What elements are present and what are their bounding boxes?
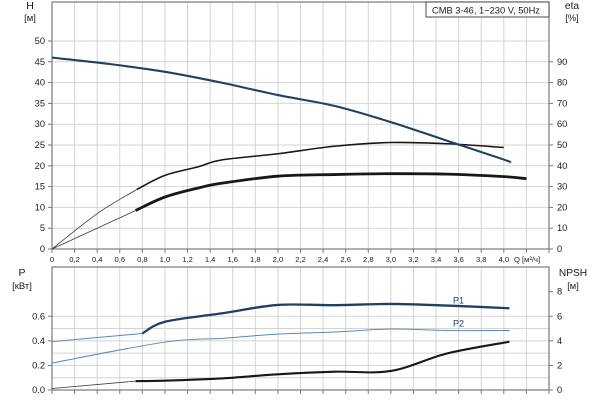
svg-text:1,8: 1,8 [250, 255, 261, 264]
svg-text:15: 15 [35, 182, 45, 192]
svg-text:4,0: 4,0 [499, 255, 510, 264]
svg-text:60: 60 [557, 119, 567, 129]
svg-text:40: 40 [35, 78, 45, 88]
svg-text:eta: eta [565, 1, 579, 12]
svg-text:40: 40 [557, 161, 567, 171]
svg-text:10: 10 [557, 223, 567, 233]
svg-text:35: 35 [35, 98, 45, 108]
svg-text:6: 6 [557, 311, 562, 321]
svg-text:Q [м³/ч]: Q [м³/ч] [514, 255, 540, 264]
svg-text:2,8: 2,8 [363, 255, 374, 264]
svg-text:90: 90 [557, 57, 567, 67]
svg-text:1,2: 1,2 [182, 255, 193, 264]
svg-text:[м]: [м] [24, 13, 36, 24]
svg-text:2,6: 2,6 [340, 255, 351, 264]
svg-text:0,2: 0,2 [69, 255, 80, 264]
svg-text:CMB 3-46, 1~230 V, 50Hz: CMB 3-46, 1~230 V, 50Hz [432, 6, 540, 16]
svg-text:0.0: 0.0 [32, 385, 45, 395]
svg-text:8: 8 [557, 287, 562, 297]
svg-text:1,0: 1,0 [160, 255, 171, 264]
svg-text:10: 10 [35, 202, 45, 212]
svg-text:H: H [26, 0, 34, 12]
svg-text:5: 5 [40, 223, 45, 233]
svg-text:3,4: 3,4 [431, 255, 442, 264]
svg-text:P2: P2 [453, 319, 464, 329]
svg-text:3,2: 3,2 [408, 255, 419, 264]
svg-text:[кВт]: [кВт] [12, 281, 32, 292]
svg-text:30: 30 [557, 182, 567, 192]
svg-text:0,6: 0,6 [114, 255, 125, 264]
svg-text:2: 2 [557, 360, 562, 370]
svg-text:80: 80 [557, 78, 567, 88]
svg-text:50: 50 [35, 36, 45, 46]
svg-text:0.4: 0.4 [32, 336, 45, 346]
svg-text:1,6: 1,6 [227, 255, 238, 264]
svg-text:70: 70 [557, 98, 567, 108]
svg-text:0: 0 [557, 244, 562, 254]
svg-text:0,8: 0,8 [137, 255, 148, 264]
svg-text:50: 50 [557, 140, 567, 150]
svg-text:0.2: 0.2 [32, 360, 45, 370]
svg-text:45: 45 [35, 57, 45, 67]
svg-text:4: 4 [557, 336, 562, 346]
svg-text:3,6: 3,6 [453, 255, 464, 264]
svg-text:2,2: 2,2 [295, 255, 306, 264]
svg-text:[м]: [м] [567, 281, 579, 291]
svg-text:25: 25 [35, 140, 45, 150]
svg-text:0.6: 0.6 [32, 311, 45, 321]
svg-text:2,0: 2,0 [273, 255, 284, 264]
svg-text:0: 0 [557, 385, 562, 395]
svg-text:3,0: 3,0 [386, 255, 397, 264]
svg-text:30: 30 [35, 119, 45, 129]
svg-text:20: 20 [557, 202, 567, 212]
svg-text:[%]: [%] [565, 13, 578, 23]
svg-text:P1: P1 [453, 295, 464, 305]
svg-text:P: P [18, 267, 25, 279]
svg-text:0: 0 [50, 255, 54, 264]
svg-text:3,8: 3,8 [476, 255, 487, 264]
svg-text:2,4: 2,4 [318, 255, 329, 264]
svg-text:1,4: 1,4 [205, 255, 216, 264]
svg-text:0: 0 [40, 244, 45, 254]
svg-text:NPSH: NPSH [559, 268, 587, 279]
svg-text:0,4: 0,4 [92, 255, 103, 264]
svg-text:20: 20 [35, 161, 45, 171]
